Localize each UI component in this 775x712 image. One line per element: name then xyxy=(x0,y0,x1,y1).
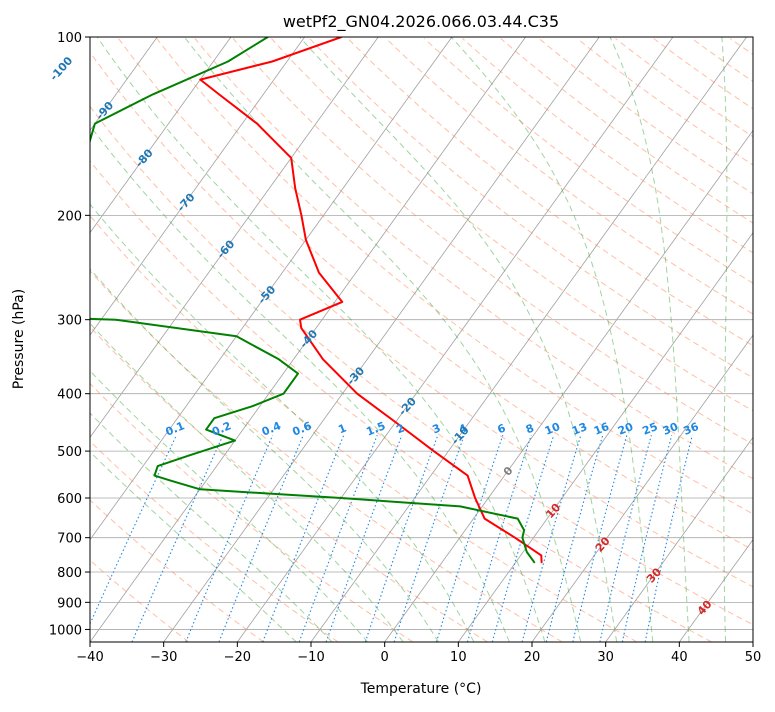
y-tick-label: 400 xyxy=(57,388,82,403)
dry-adiabat-line xyxy=(768,39,775,643)
y-tick-label: 100 xyxy=(57,31,82,46)
x-tick-label: 10 xyxy=(450,650,467,665)
isotherm-label: -100 xyxy=(47,54,75,83)
plot-background xyxy=(90,37,753,642)
y-tick-label: 1000 xyxy=(49,623,82,638)
y-tick-label: 500 xyxy=(57,445,82,460)
x-tick-label: 50 xyxy=(745,650,762,665)
isotherm-line xyxy=(0,37,10,642)
x-tick-label: −30 xyxy=(150,650,177,665)
x-tick-label: 30 xyxy=(597,650,614,665)
y-tick-label: 800 xyxy=(57,566,82,581)
isotherm-line xyxy=(753,37,775,642)
y-tick-label: 300 xyxy=(57,314,82,329)
y-axis-label: Pressure (hPa) xyxy=(11,289,27,389)
x-tick-label: 20 xyxy=(524,650,541,665)
x-axis-label: Temperature (°C) xyxy=(360,681,482,697)
y-tick-label: 700 xyxy=(57,532,82,547)
x-tick-label: 40 xyxy=(671,650,688,665)
y-tick-label: 900 xyxy=(57,596,82,611)
chart-title: wetPf2_GN04.2026.066.03.44.C35 xyxy=(283,12,559,32)
x-tick-label: −40 xyxy=(76,650,103,665)
x-tick-label: −20 xyxy=(224,650,251,665)
y-tick-label: 600 xyxy=(57,492,82,507)
x-tick-label: 0 xyxy=(381,650,389,665)
x-tick-label: −10 xyxy=(297,650,324,665)
y-tick-label: 200 xyxy=(57,209,82,224)
